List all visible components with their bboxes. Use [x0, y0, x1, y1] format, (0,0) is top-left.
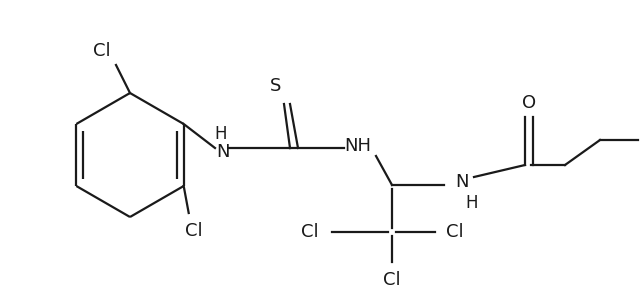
- Text: Cl: Cl: [93, 42, 111, 60]
- Text: N: N: [216, 143, 230, 161]
- Text: S: S: [270, 77, 282, 95]
- Text: Cl: Cl: [185, 222, 202, 240]
- Text: Cl: Cl: [301, 223, 319, 241]
- Text: H: H: [215, 125, 227, 143]
- Text: Cl: Cl: [383, 271, 401, 289]
- Text: H: H: [466, 194, 478, 212]
- Text: NH: NH: [344, 137, 371, 155]
- Text: N: N: [455, 173, 468, 191]
- Text: O: O: [522, 94, 536, 112]
- Text: Cl: Cl: [446, 223, 464, 241]
